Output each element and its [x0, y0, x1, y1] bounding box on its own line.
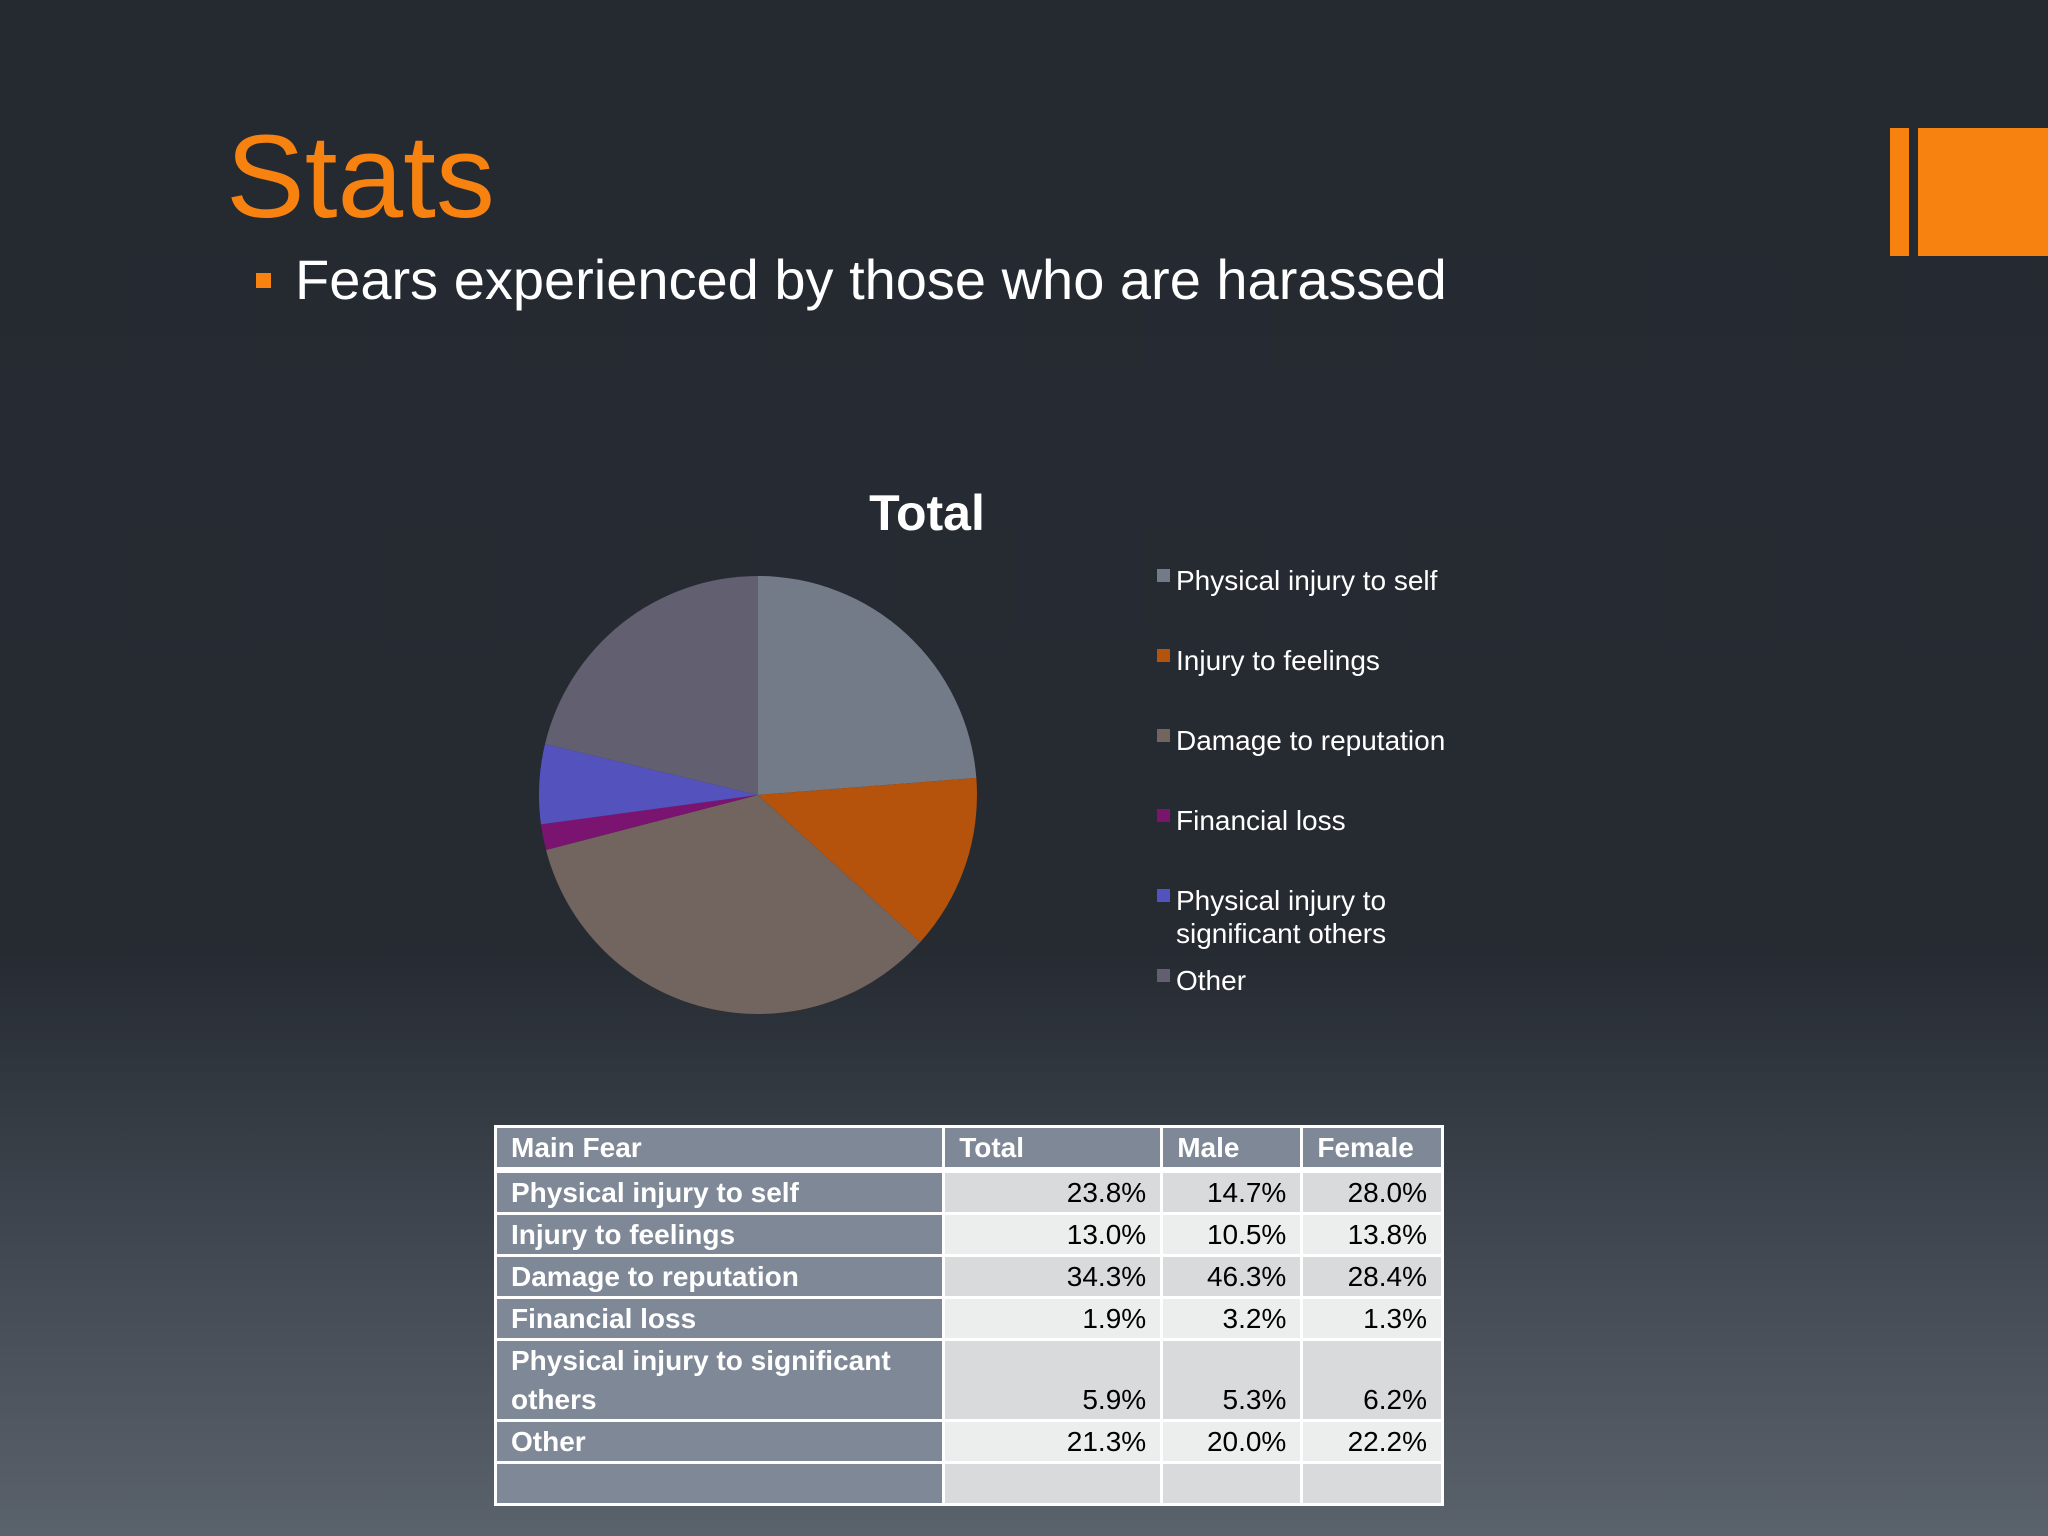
header-main-fear: Main Fear — [493, 1125, 946, 1173]
table-row: Injury to feelings 13.0% 10.5% 13.8% — [493, 1212, 1444, 1257]
legend-label: Physical injury to — [1176, 885, 1386, 916]
cell-female: 22.2% — [1300, 1419, 1444, 1464]
legend-swatch — [1157, 649, 1170, 662]
header-total: Total — [942, 1125, 1164, 1173]
row-label: Financial loss — [493, 1296, 946, 1341]
cell-male: 5.3% — [1160, 1338, 1304, 1422]
row-label: Damage to reputation — [493, 1254, 946, 1299]
pie-slice-other — [545, 576, 758, 795]
table-row: Damage to reputation 34.3% 46.3% 28.4% — [493, 1254, 1444, 1299]
cell-male: 10.5% — [1160, 1212, 1304, 1257]
cell-female: 28.0% — [1300, 1168, 1444, 1215]
cell-female — [1300, 1461, 1444, 1506]
row-label — [493, 1461, 946, 1506]
fears-table: Main Fear Total Male Female Physical inj… — [493, 1125, 1444, 1506]
cell-male: 3.2% — [1160, 1296, 1304, 1341]
table-row-empty — [493, 1461, 1444, 1506]
cell-female: 6.2% — [1300, 1338, 1444, 1422]
legend-swatch — [1157, 729, 1170, 742]
pie-slice-financial-loss — [540, 795, 758, 851]
row-label: Other — [493, 1419, 946, 1464]
header-female: Female — [1300, 1125, 1444, 1173]
table-row: Physical injury to significant others 5.… — [493, 1338, 1444, 1422]
cell-total: 5.9% — [942, 1338, 1164, 1422]
cell-female: 13.8% — [1300, 1212, 1444, 1257]
cell-total: 34.3% — [942, 1254, 1164, 1299]
row-label-line: Physical injury to significant — [511, 1345, 891, 1376]
chart-legend: Physical injury to self Injury to feeling… — [1157, 565, 1445, 996]
cell-male: 46.3% — [1160, 1254, 1304, 1299]
pie-slice-physical-injury-others — [539, 743, 758, 825]
cell-total: 13.0% — [942, 1212, 1164, 1257]
slide-title: Stats — [226, 111, 495, 243]
table-header-row: Main Fear Total Male Female — [493, 1125, 1444, 1173]
header-male: Male — [1160, 1125, 1304, 1173]
pie-slice-physical-injury-self — [758, 576, 977, 795]
legend-label: Financial loss — [1176, 805, 1346, 836]
cell-total: 21.3% — [942, 1419, 1164, 1464]
legend-swatch — [1157, 889, 1170, 902]
legend-label: Damage to reputation — [1176, 725, 1445, 756]
bullet-square-icon — [256, 272, 271, 288]
legend-swatch — [1157, 809, 1170, 822]
chart-title: Total — [869, 485, 985, 541]
cell-total — [942, 1461, 1164, 1506]
row-label: Physical injury to significant others — [493, 1338, 946, 1422]
legend-label: Other — [1176, 965, 1246, 996]
cell-female: 28.4% — [1300, 1254, 1444, 1299]
cell-male: 20.0% — [1160, 1419, 1304, 1464]
pie-slices — [539, 576, 977, 1014]
accent-block — [1918, 128, 2048, 256]
table-row: Financial loss 1.9% 3.2% 1.3% — [493, 1296, 1444, 1341]
cell-male — [1160, 1461, 1304, 1506]
cell-male: 14.7% — [1160, 1168, 1304, 1215]
cell-total: 1.9% — [942, 1296, 1164, 1341]
legend-label: significant others — [1176, 918, 1386, 949]
legend-label: Injury to feelings — [1176, 645, 1380, 676]
pie-slice-damage-reputation — [546, 795, 921, 1014]
bullet-text: Fears experienced by those who are haras… — [295, 248, 1447, 311]
row-label-line: others — [511, 1384, 597, 1415]
pie-slice-injury-feelings — [758, 777, 977, 943]
accent-thin-bar — [1890, 128, 1909, 256]
table-row: Other 21.3% 20.0% 22.2% — [493, 1419, 1444, 1464]
bullet-item: Fears experienced by those who are haras… — [256, 252, 1447, 308]
legend-swatch — [1157, 569, 1170, 582]
row-label: Physical injury to self — [493, 1168, 946, 1215]
cell-female: 1.3% — [1300, 1296, 1444, 1341]
legend-swatch — [1157, 969, 1170, 982]
table-row: Physical injury to self 23.8% 14.7% 28.0… — [493, 1168, 1444, 1215]
legend-label: Physical injury to self — [1176, 565, 1438, 596]
row-label: Injury to feelings — [493, 1212, 946, 1257]
cell-total: 23.8% — [942, 1168, 1164, 1215]
